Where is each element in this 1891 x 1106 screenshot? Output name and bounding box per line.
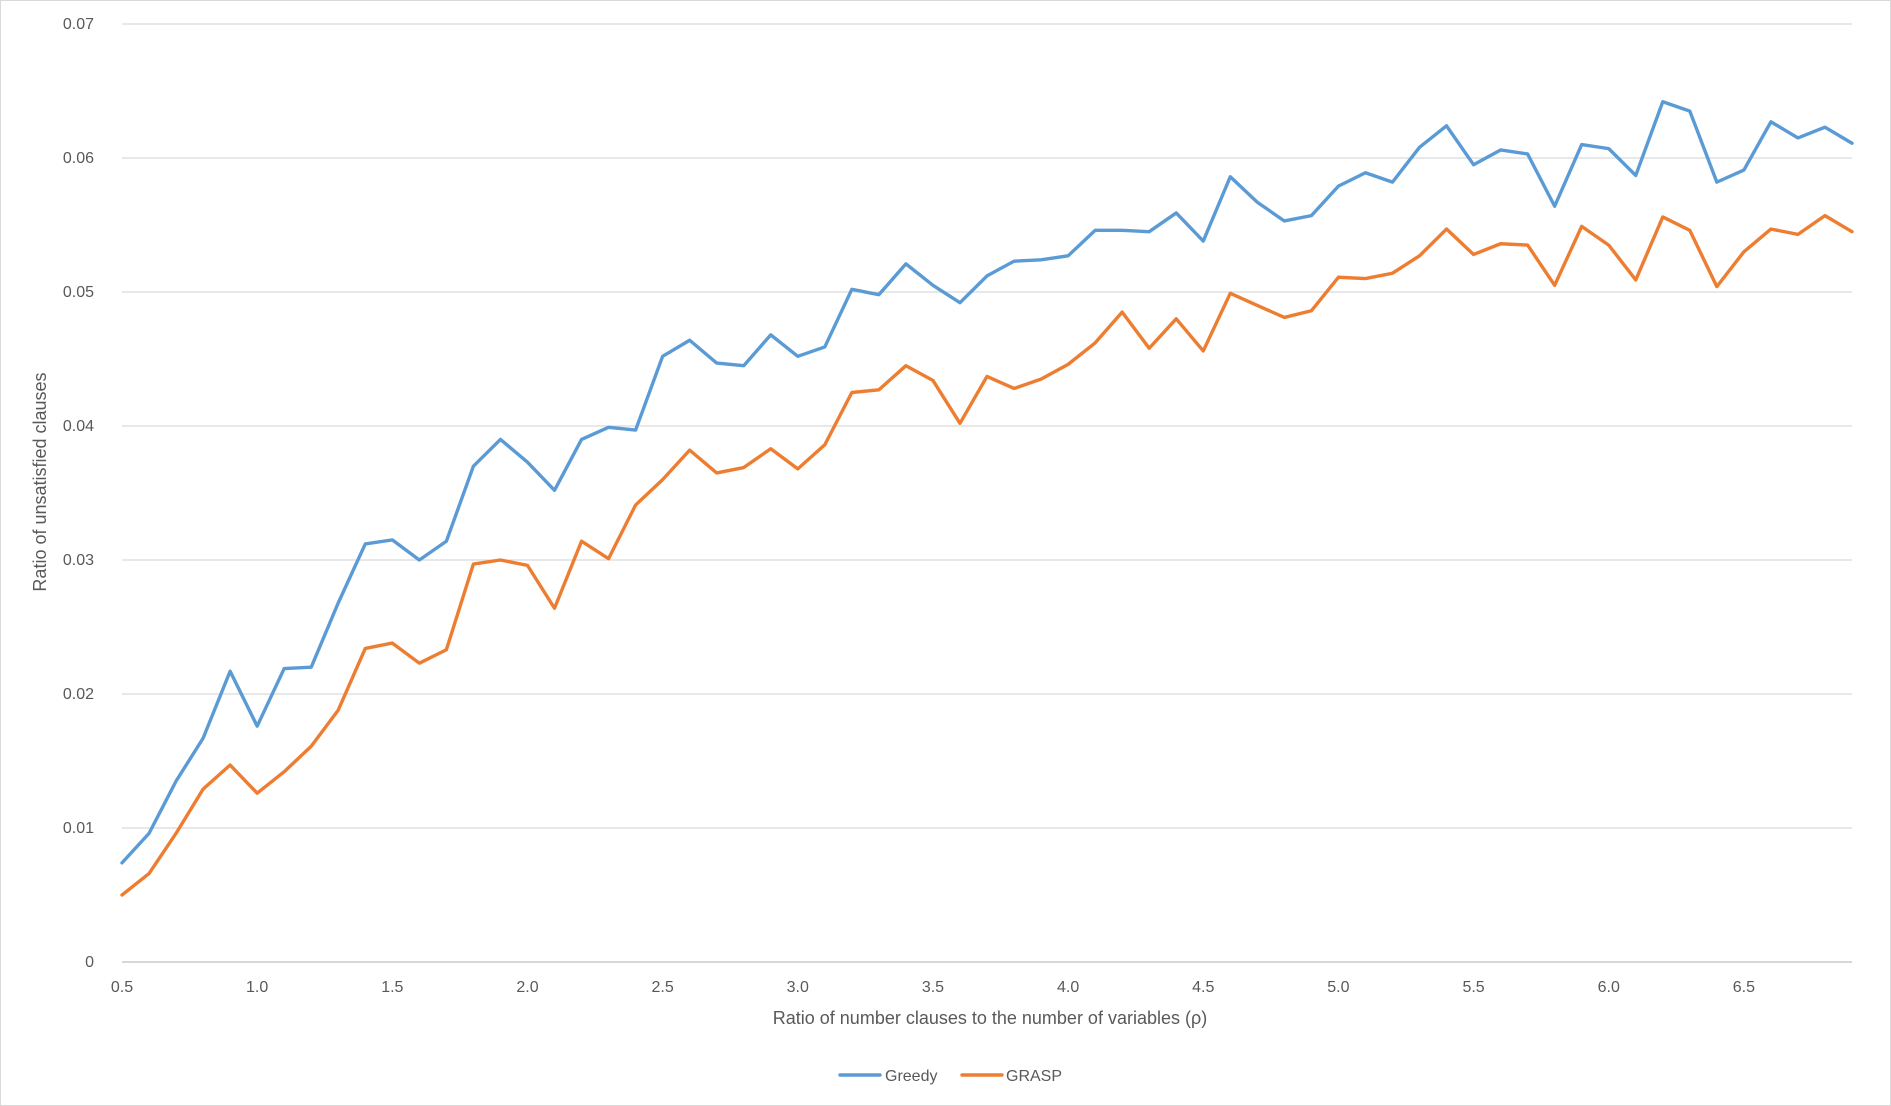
y-tick-label: 0.01 bbox=[63, 820, 94, 837]
y-tick-label: 0 bbox=[85, 954, 94, 971]
x-tick-label: 1.5 bbox=[381, 979, 403, 996]
y-tick-label: 0.05 bbox=[63, 284, 94, 301]
y-tick-label: 0.02 bbox=[63, 686, 94, 703]
x-axis-title: Ratio of number clauses to the number of… bbox=[773, 1008, 1207, 1028]
y-axis-title: Ratio of unsatisfied clauses bbox=[30, 372, 50, 591]
y-axis-ticks: 0 0.01 0.02 0.03 0.04 0.05 0.06 0.07 bbox=[63, 16, 94, 971]
x-tick-label: 2.0 bbox=[516, 979, 538, 996]
x-tick-label: 5.0 bbox=[1327, 979, 1349, 996]
series-line-greedy bbox=[120, 100, 1854, 865]
y-tick-label: 0.07 bbox=[63, 16, 94, 33]
x-tick-label: 4.5 bbox=[1192, 979, 1214, 996]
y-tick-label: 0.04 bbox=[63, 418, 94, 435]
legend-label-grasp: GRASP bbox=[1006, 1068, 1062, 1085]
x-tick-label: 6.5 bbox=[1733, 979, 1755, 996]
x-tick-label: 1.0 bbox=[246, 979, 268, 996]
x-tick-label: 5.5 bbox=[1462, 979, 1484, 996]
series-lines bbox=[120, 100, 1854, 897]
legend: Greedy GRASP bbox=[838, 1068, 1062, 1085]
x-tick-label: 0.5 bbox=[111, 979, 133, 996]
y-tick-label: 0.06 bbox=[63, 150, 94, 167]
legend-label-greedy: Greedy bbox=[885, 1068, 937, 1085]
series-line-grasp bbox=[120, 213, 1854, 897]
y-tick-label: 0.03 bbox=[63, 552, 94, 569]
x-tick-label: 4.0 bbox=[1057, 979, 1079, 996]
x-tick-label: 6.0 bbox=[1598, 979, 1620, 996]
gridlines bbox=[122, 23, 1852, 963]
x-axis-ticks: 0.5 1.0 1.5 2.0 2.5 3.0 3.5 4.0 4.5 5.0 5.5 6.0 6.5 bbox=[111, 979, 1755, 996]
x-tick-label: 3.0 bbox=[787, 979, 809, 996]
x-tick-label: 3.5 bbox=[922, 979, 944, 996]
x-tick-label: 2.5 bbox=[652, 979, 674, 996]
